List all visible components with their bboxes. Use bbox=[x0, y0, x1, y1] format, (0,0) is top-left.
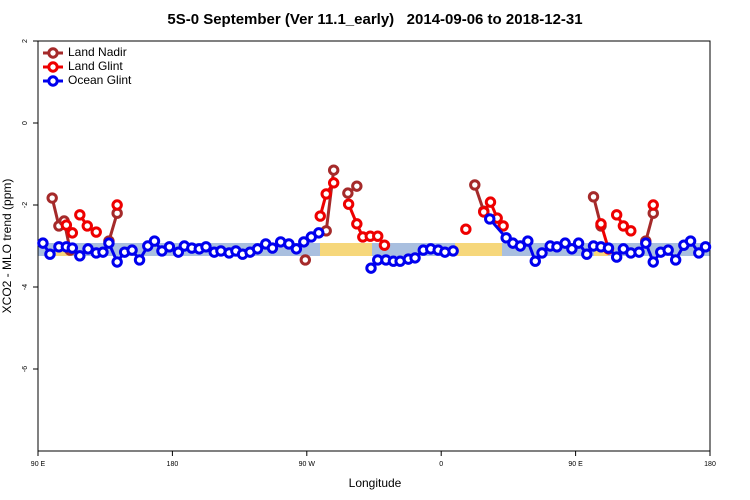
point bbox=[148, 235, 161, 247]
point bbox=[647, 256, 659, 268]
legend-marker bbox=[47, 47, 59, 59]
point bbox=[610, 209, 623, 221]
point bbox=[298, 236, 310, 248]
legend-marker bbox=[47, 61, 59, 73]
point bbox=[299, 254, 312, 266]
x-tick-label: 90 W bbox=[299, 461, 316, 468]
point bbox=[497, 220, 509, 232]
y-tick-label: 0 bbox=[22, 121, 29, 125]
x-axis-label: Longitude bbox=[349, 476, 402, 490]
legend-label: Ocean Glint bbox=[68, 73, 132, 87]
y-tick-label: -6 bbox=[22, 366, 29, 372]
point bbox=[684, 235, 697, 247]
point bbox=[365, 262, 377, 274]
point bbox=[536, 247, 548, 259]
point bbox=[447, 245, 459, 257]
point bbox=[66, 227, 79, 239]
legend-label: Land Glint bbox=[68, 59, 123, 73]
point bbox=[409, 252, 421, 264]
point bbox=[66, 242, 79, 254]
y-tick-label: -4 bbox=[22, 284, 29, 290]
point bbox=[90, 226, 102, 238]
point bbox=[290, 243, 303, 255]
point bbox=[81, 220, 93, 232]
point bbox=[484, 196, 497, 208]
x-tick-label: 180 bbox=[167, 461, 179, 468]
point bbox=[699, 241, 712, 253]
point bbox=[163, 241, 176, 253]
point bbox=[111, 199, 123, 211]
y-axis-label: XCO2 - MLO trend (ppm) bbox=[0, 179, 14, 314]
point bbox=[559, 237, 571, 249]
point bbox=[595, 218, 607, 230]
point bbox=[566, 243, 578, 255]
point bbox=[602, 242, 615, 254]
point bbox=[126, 244, 138, 256]
point bbox=[44, 248, 56, 260]
chart-title: 5S-0 September (Ver 11.1_early) 2014-09-… bbox=[167, 11, 582, 28]
x-tick-label: 90 E bbox=[568, 461, 583, 468]
point bbox=[610, 251, 623, 263]
x-tick-label: 180 bbox=[704, 461, 716, 468]
point bbox=[320, 188, 332, 200]
y-tick-label: -2 bbox=[22, 202, 29, 208]
point bbox=[60, 219, 73, 231]
point bbox=[46, 192, 58, 204]
x-tick-label: 0 bbox=[439, 461, 443, 468]
point bbox=[625, 225, 637, 237]
point bbox=[529, 255, 541, 267]
point bbox=[97, 246, 109, 258]
point bbox=[647, 199, 659, 211]
point bbox=[633, 246, 645, 258]
point bbox=[133, 254, 146, 266]
point bbox=[342, 198, 355, 210]
point bbox=[640, 237, 652, 249]
point bbox=[351, 218, 363, 230]
point bbox=[351, 180, 363, 192]
y-tick-label: 2 bbox=[22, 39, 29, 43]
point bbox=[372, 230, 384, 242]
point bbox=[522, 235, 534, 247]
point bbox=[251, 243, 264, 255]
point bbox=[669, 254, 682, 266]
point bbox=[342, 187, 354, 199]
point bbox=[103, 237, 115, 249]
point bbox=[587, 191, 600, 203]
legend-label: Land Nadir bbox=[68, 45, 127, 59]
point bbox=[572, 237, 585, 249]
point bbox=[266, 242, 279, 254]
point bbox=[460, 223, 472, 235]
x-tick-label: 90 E bbox=[31, 461, 46, 468]
point bbox=[484, 213, 496, 225]
point bbox=[82, 243, 94, 255]
point bbox=[74, 209, 86, 221]
legend-marker bbox=[47, 75, 59, 87]
point bbox=[617, 220, 630, 232]
point bbox=[469, 179, 481, 191]
point bbox=[314, 210, 326, 222]
point bbox=[327, 177, 340, 189]
point bbox=[111, 256, 123, 268]
point bbox=[313, 227, 325, 239]
band-land bbox=[320, 243, 372, 256]
point bbox=[693, 247, 705, 259]
point bbox=[514, 240, 527, 252]
point bbox=[327, 164, 340, 176]
point bbox=[478, 206, 490, 218]
point bbox=[581, 248, 593, 260]
point bbox=[662, 244, 674, 256]
point bbox=[378, 239, 391, 251]
point bbox=[74, 250, 86, 262]
point bbox=[283, 238, 295, 250]
point bbox=[37, 237, 49, 249]
point bbox=[200, 241, 212, 253]
band-land bbox=[455, 243, 502, 256]
